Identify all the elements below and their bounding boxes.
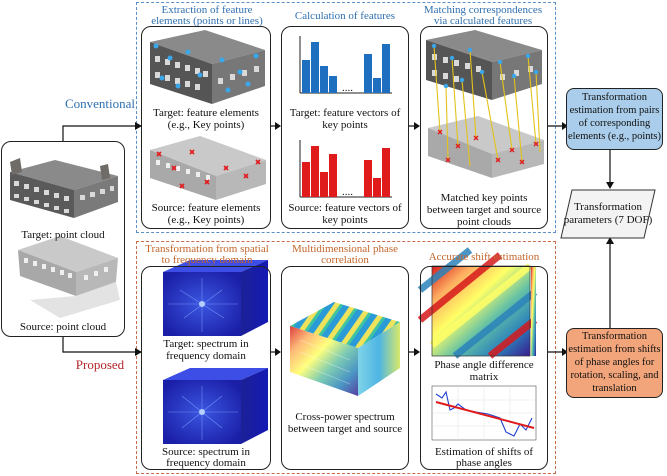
conv-matched-label-2: between target and source: [426, 204, 542, 216]
prop-estimation-l1: Transformation: [582, 331, 647, 342]
prop-step2-panel: [281, 266, 409, 470]
svg-text:....: ....: [342, 82, 353, 94]
conventional-label: Conventional: [64, 96, 136, 111]
prop-cross-power-label-2: between target and source: [287, 423, 403, 435]
conv-matched-label-3: point clouds: [456, 216, 512, 228]
conv-target-feature-label-2: (e.g., Key points): [167, 119, 245, 131]
prop-step2-title-1: Multidimensional phase: [291, 243, 398, 255]
prop-estimation-l3: of phase angles for: [574, 357, 655, 368]
conv-target-vector-label-1: Target: feature vectors of: [289, 107, 401, 119]
prop-target-spectrum-label-2: frequency domain: [166, 350, 246, 362]
prop-estimation-l2: estimation from shifts: [568, 344, 661, 355]
prop-phase-matrix-label-2: matrix: [469, 371, 499, 383]
prop-cross-power-spectrum-cube: [290, 302, 400, 396]
prop-cross-power-label-1: Cross-power spectrum: [295, 411, 395, 423]
svg-text:....: ....: [342, 186, 353, 198]
proposed-section: [136, 241, 556, 474]
conv-estimation-l4: elements (e.g., points): [567, 131, 662, 142]
input-source-label: Source: point cloud: [19, 321, 107, 333]
prop-source-spectrum-label-2: frequency domain: [166, 457, 246, 469]
conv-step3-title-2: via calculated features: [433, 15, 533, 27]
conv-target-histogram: ....: [299, 36, 392, 94]
output-parameters-l2: parameters (7 DOF): [563, 214, 653, 226]
target-point-cloud-image: [10, 158, 118, 218]
conv-target-keypoints-image: [150, 30, 265, 104]
conv-estimation-l1: Transformation: [582, 92, 647, 103]
conv-matched-keypoints-image: [426, 30, 544, 178]
prop-estimation-l5: translation: [592, 383, 637, 394]
conv-source-vector-label-1: Source: feature vectors of: [288, 202, 402, 214]
conv-estimation-l3: of corresponding: [578, 118, 651, 129]
prop-estimation-l4: rotation, scaling, and: [570, 370, 659, 381]
prop-estimation-box: [566, 328, 663, 398]
conv-step1-title-2: elements (points or lines): [151, 15, 263, 27]
input-target-label: Target: point cloud: [21, 229, 105, 241]
prop-phase-matrix-label-1: Phase angle difference: [434, 359, 534, 371]
connector-lines: [62, 125, 611, 353]
prop-step1-panel: [141, 266, 271, 470]
prop-phase-matrix-image: [417, 247, 538, 359]
conv-estimation-box: [566, 88, 663, 150]
conv-source-keypoints-image: [150, 136, 266, 200]
conv-step1-title-1: Extraction of feature: [161, 4, 253, 16]
conv-step2-title: Calculation of features: [294, 10, 396, 22]
conv-source-vector-label-2: key points: [322, 214, 368, 226]
prop-step1-title-2: to frequency domain: [161, 254, 253, 266]
conv-estimation-l2: estimation from pairs: [569, 105, 660, 116]
conventional-section: [136, 2, 556, 233]
prop-source-spectrum-label-1: Source: spectrum in: [162, 446, 250, 458]
prop-shift-estimation-plot: [431, 385, 537, 441]
prop-step3-panel: [420, 266, 548, 470]
prop-shift-label-2: phase angles: [456, 457, 512, 469]
prop-step2-title-2: correlation: [321, 254, 369, 266]
prop-target-spectrum-label-1: Target: spectrum in: [163, 338, 249, 350]
conv-source-feature-label-2: (e.g., Key points): [167, 214, 245, 226]
conv-matched-label-1: Matched key points: [440, 192, 528, 204]
output-parameters-shape: [560, 189, 656, 239]
conv-step3-title-1: Matching correspondences: [423, 4, 543, 16]
conv-target-vector-label-2: key points: [322, 119, 368, 131]
prop-source-spectrum-cube: [163, 368, 268, 444]
conv-source-histogram: ....: [299, 140, 392, 198]
output-parameters-l1: Transformation: [573, 201, 643, 213]
conv-target-feature-label-1: Target: feature elements: [153, 107, 259, 119]
proposed-label: Proposed: [75, 357, 125, 372]
prop-step3-title: Accurate shift estimation: [428, 251, 540, 263]
connector-arrowheads: [135, 122, 614, 356]
prop-step1-title-1: Transformation from spatial: [145, 243, 269, 255]
conv-source-feature-label-1: Source: feature elements: [151, 202, 261, 214]
source-point-cloud-image: [18, 236, 120, 318]
prop-shift-label-1: Estimation of shifts of: [434, 446, 534, 458]
